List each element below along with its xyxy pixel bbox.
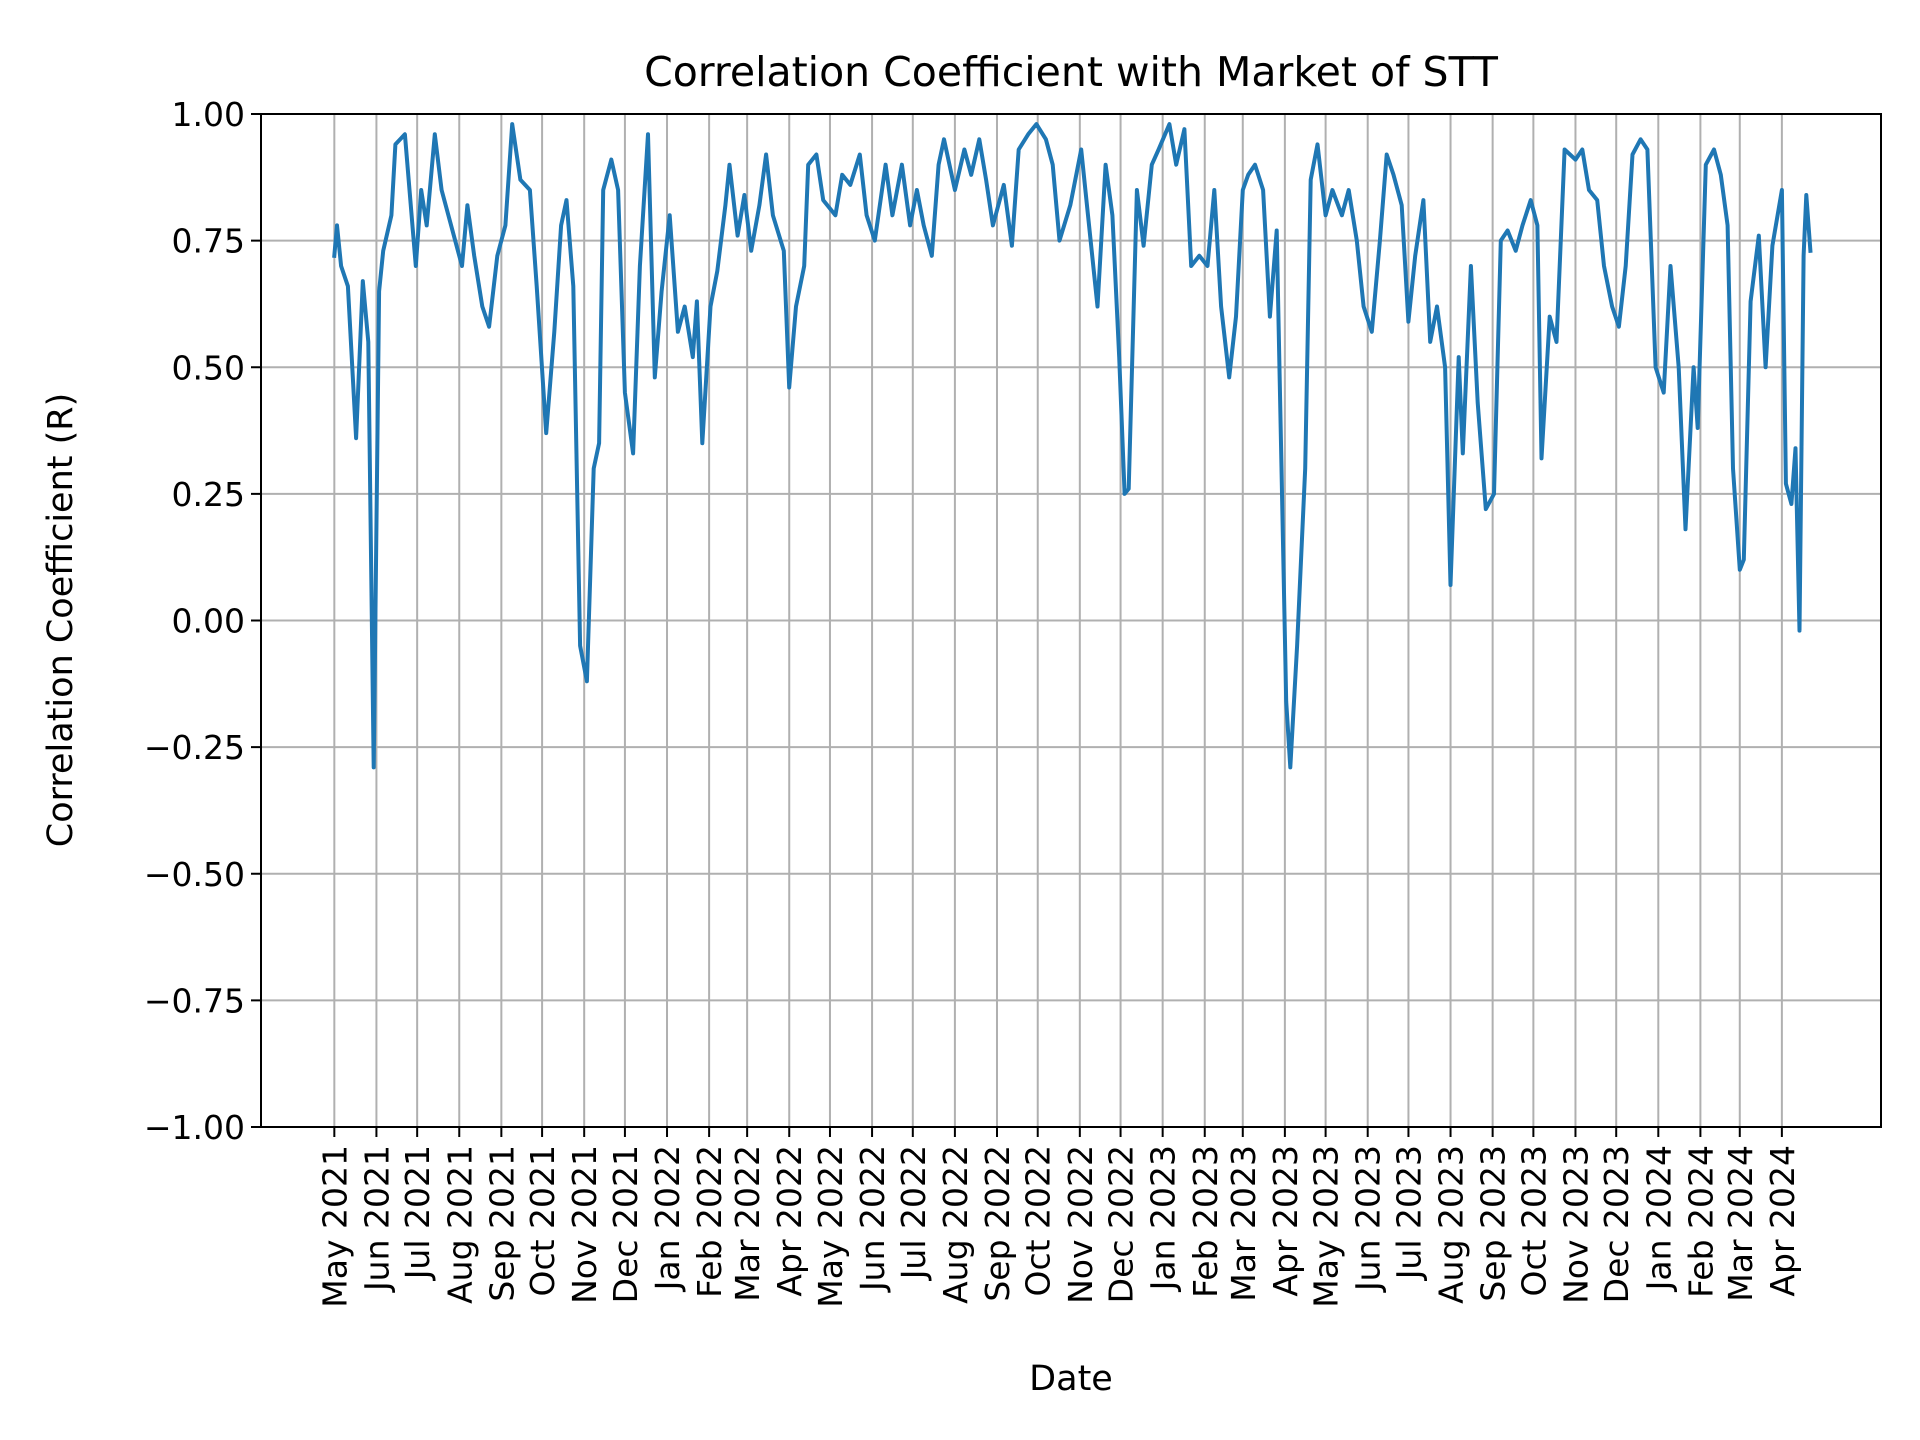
y-tick-label: −1.00 (144, 1108, 245, 1147)
x-tick-label: Dec 2023 (1597, 1145, 1636, 1303)
x-tick-label: Jul 2021 (398, 1145, 437, 1281)
x-tick-label: Apr 2022 (770, 1145, 809, 1297)
x-tick-label: Feb 2024 (1681, 1145, 1720, 1298)
x-tick-label: Jul 2023 (1389, 1145, 1428, 1281)
x-tick-label: Jan 2022 (648, 1145, 687, 1292)
x-tick-label: Aug 2022 (936, 1145, 975, 1304)
x-tick-label: Feb 2023 (1186, 1145, 1225, 1298)
x-tick-label: May 2021 (315, 1145, 354, 1308)
series-line (332, 122, 1813, 770)
y-tick-label: 0.00 (172, 602, 245, 641)
x-tick-label: Mar 2023 (1224, 1145, 1263, 1302)
x-tick-label: Oct 2023 (1514, 1145, 1553, 1297)
x-tick-label: Jun 2022 (853, 1145, 892, 1293)
x-tick-label: Jul 2022 (894, 1145, 933, 1281)
x-tick-label: Apr 2024 (1763, 1145, 1802, 1297)
y-tick-label: 1.00 (172, 95, 245, 134)
x-axis-label: Date (1029, 1359, 1113, 1399)
y-tick-label: −0.25 (144, 728, 245, 767)
x-tick-label: Oct 2022 (1019, 1145, 1058, 1297)
x-tick-label: Nov 2023 (1556, 1145, 1595, 1304)
x-tick-label: Nov 2021 (565, 1145, 604, 1304)
x-tick-label: Jun 2021 (357, 1145, 396, 1293)
x-tick-label: Oct 2021 (523, 1145, 562, 1297)
x-tick-label: Apr 2023 (1266, 1145, 1305, 1297)
x-tick-label: Sep 2023 (1474, 1145, 1513, 1302)
y-axis-label: Correlation Coefficient (R) (41, 393, 81, 848)
x-tick-label: May 2023 (1307, 1145, 1346, 1308)
x-tick-label: Aug 2021 (440, 1145, 479, 1304)
x-tick-label: Sep 2021 (482, 1145, 521, 1302)
x-tick-label: Jun 2023 (1349, 1145, 1388, 1293)
y-tick-label: 0.25 (172, 475, 245, 514)
y-tick-label: 0.50 (172, 348, 245, 387)
x-tick-label: Mar 2024 (1721, 1145, 1760, 1302)
x-tick-label: Feb 2022 (690, 1145, 729, 1298)
y-tick-label: −0.50 (144, 855, 245, 894)
x-tick-label: Sep 2022 (978, 1145, 1017, 1302)
x-tick-label: Aug 2023 (1432, 1145, 1471, 1304)
x-tick-label: May 2022 (811, 1145, 850, 1308)
y-axis: −1.00 −0.75 −0.50 −0.25 0.00 0.25 0.50 0.75 1.00 (144, 95, 261, 1147)
x-tick-label: Jan 2023 (1144, 1145, 1183, 1292)
x-tick-label: Jan 2024 (1639, 1145, 1678, 1292)
x-axis: May 2021 Jun 2021 Jul 2021 Aug 2021 Sep 2021… (315, 1127, 1802, 1308)
y-tick-label: −0.75 (144, 981, 245, 1020)
chart-title: Correlation Coefficient with Market of S… (644, 48, 1499, 96)
x-tick-label: Nov 2022 (1061, 1145, 1100, 1304)
x-tick-label: Dec 2021 (606, 1145, 645, 1303)
y-tick-label: 0.75 (172, 222, 245, 261)
x-tick-label: Mar 2022 (728, 1145, 767, 1302)
series-line-group (332, 122, 1813, 770)
x-tick-label: Dec 2022 (1102, 1145, 1141, 1303)
